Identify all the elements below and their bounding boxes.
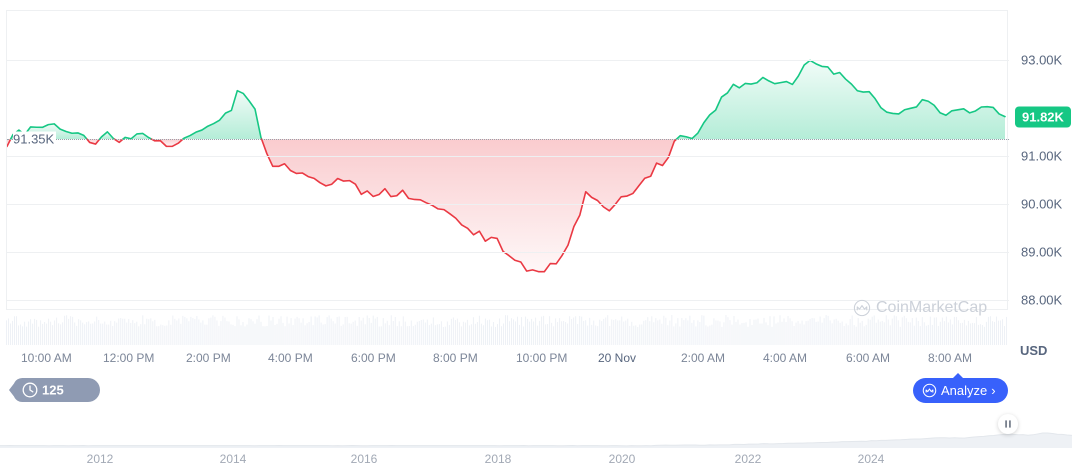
svg-text:125: 125: [42, 383, 64, 398]
